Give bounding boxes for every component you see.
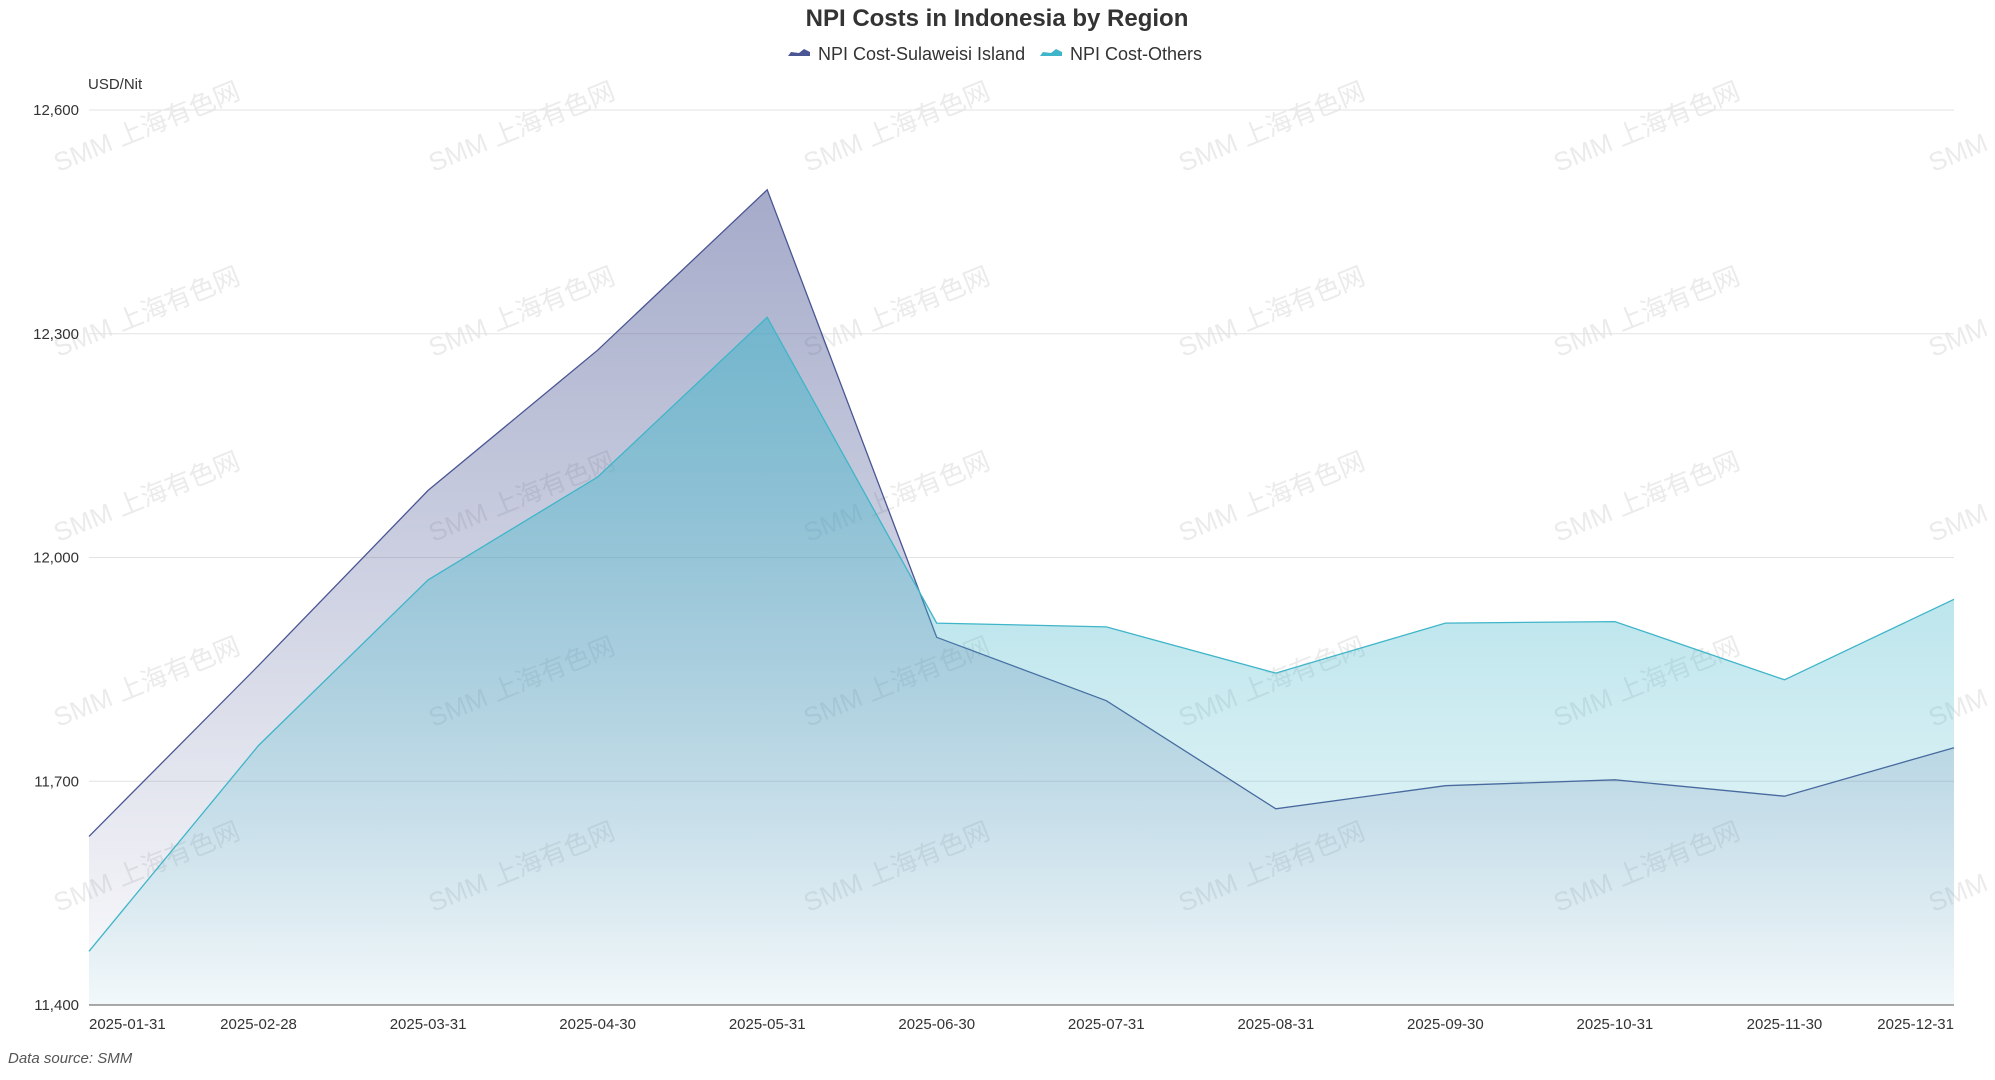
watermark-text: SMM 上海有色网 bbox=[424, 76, 619, 178]
axis-layer: 11,400 11,700 12,000 12,300 12,600 2025-01-31… bbox=[33, 102, 1954, 1033]
legend-swatch-icon bbox=[788, 49, 810, 56]
x-tick-label: 2025-11-30 bbox=[1747, 1016, 1823, 1033]
watermark-text: SMM 上海有色网 bbox=[1549, 261, 1744, 363]
x-tick-label: 2025-08-31 bbox=[1237, 1016, 1314, 1033]
y-tick-label: 12,600 bbox=[33, 102, 79, 119]
y-tick-label: 11,400 bbox=[34, 997, 79, 1014]
legend: NPI Cost-Sulaweisi Island NPI Cost-Others bbox=[788, 44, 1202, 64]
watermark-text: SMM 上海有色网 bbox=[1549, 446, 1744, 548]
series-layer bbox=[88, 188, 1955, 1006]
watermark-text: SMM 上海有色网 bbox=[1924, 261, 1995, 363]
watermark-text: SMM 上海有色网 bbox=[424, 261, 619, 363]
watermark-text: SMM 上海有色网 bbox=[1924, 76, 1995, 178]
x-tick-label: 2025-09-30 bbox=[1407, 1016, 1484, 1033]
x-tick-label: 2025-01-31 bbox=[89, 1016, 166, 1033]
x-tick-label: 2025-10-31 bbox=[1577, 1016, 1654, 1033]
series-line bbox=[88, 316, 1955, 952]
y-axis-unit: USD/Nit bbox=[88, 76, 143, 93]
y-tick-label: 11,700 bbox=[34, 773, 79, 790]
data-source: Data source: SMM bbox=[8, 1050, 133, 1067]
y-tick-label: 12,000 bbox=[33, 550, 79, 567]
watermark-text: SMM 上海有色网 bbox=[49, 261, 244, 363]
x-tick-label: 2025-02-28 bbox=[220, 1016, 297, 1033]
chart-title: NPI Costs in Indonesia by Region bbox=[806, 5, 1189, 32]
watermark-text: SMM 上海有色网 bbox=[1924, 446, 1995, 548]
x-tick-label: 2025-03-31 bbox=[390, 1016, 467, 1033]
legend-label: NPI Cost-Sulaweisi Island bbox=[818, 44, 1025, 64]
y-tick-label: 12,300 bbox=[33, 326, 79, 343]
watermark-text: SMM 上海有色网 bbox=[1174, 261, 1369, 363]
x-tick-label: 2025-12-31 bbox=[1877, 1016, 1954, 1033]
watermark-text: SMM 上海有色网 bbox=[799, 76, 994, 178]
x-tick-label: 2025-04-30 bbox=[559, 1016, 636, 1033]
series-area bbox=[89, 317, 1954, 1005]
legend-label: NPI Cost-Others bbox=[1070, 44, 1202, 64]
watermark-text: SMM 上海有色网 bbox=[49, 76, 244, 178]
watermark-text: SMM 上海有色网 bbox=[1174, 76, 1369, 178]
x-tick-label: 2025-07-31 bbox=[1068, 1016, 1145, 1033]
x-tick-label: 2025-05-31 bbox=[729, 1016, 806, 1033]
legend-swatch-icon bbox=[1040, 49, 1062, 56]
x-tick-label: 2025-06-30 bbox=[898, 1016, 975, 1033]
watermark-text: SMM 上海有色网 bbox=[49, 446, 244, 548]
watermark-text: SMM 上海有色网 bbox=[1174, 446, 1369, 548]
watermark-text: SMM 上海有色网 bbox=[799, 261, 994, 363]
watermark-text: SMM 上海有色网 bbox=[1549, 76, 1744, 178]
